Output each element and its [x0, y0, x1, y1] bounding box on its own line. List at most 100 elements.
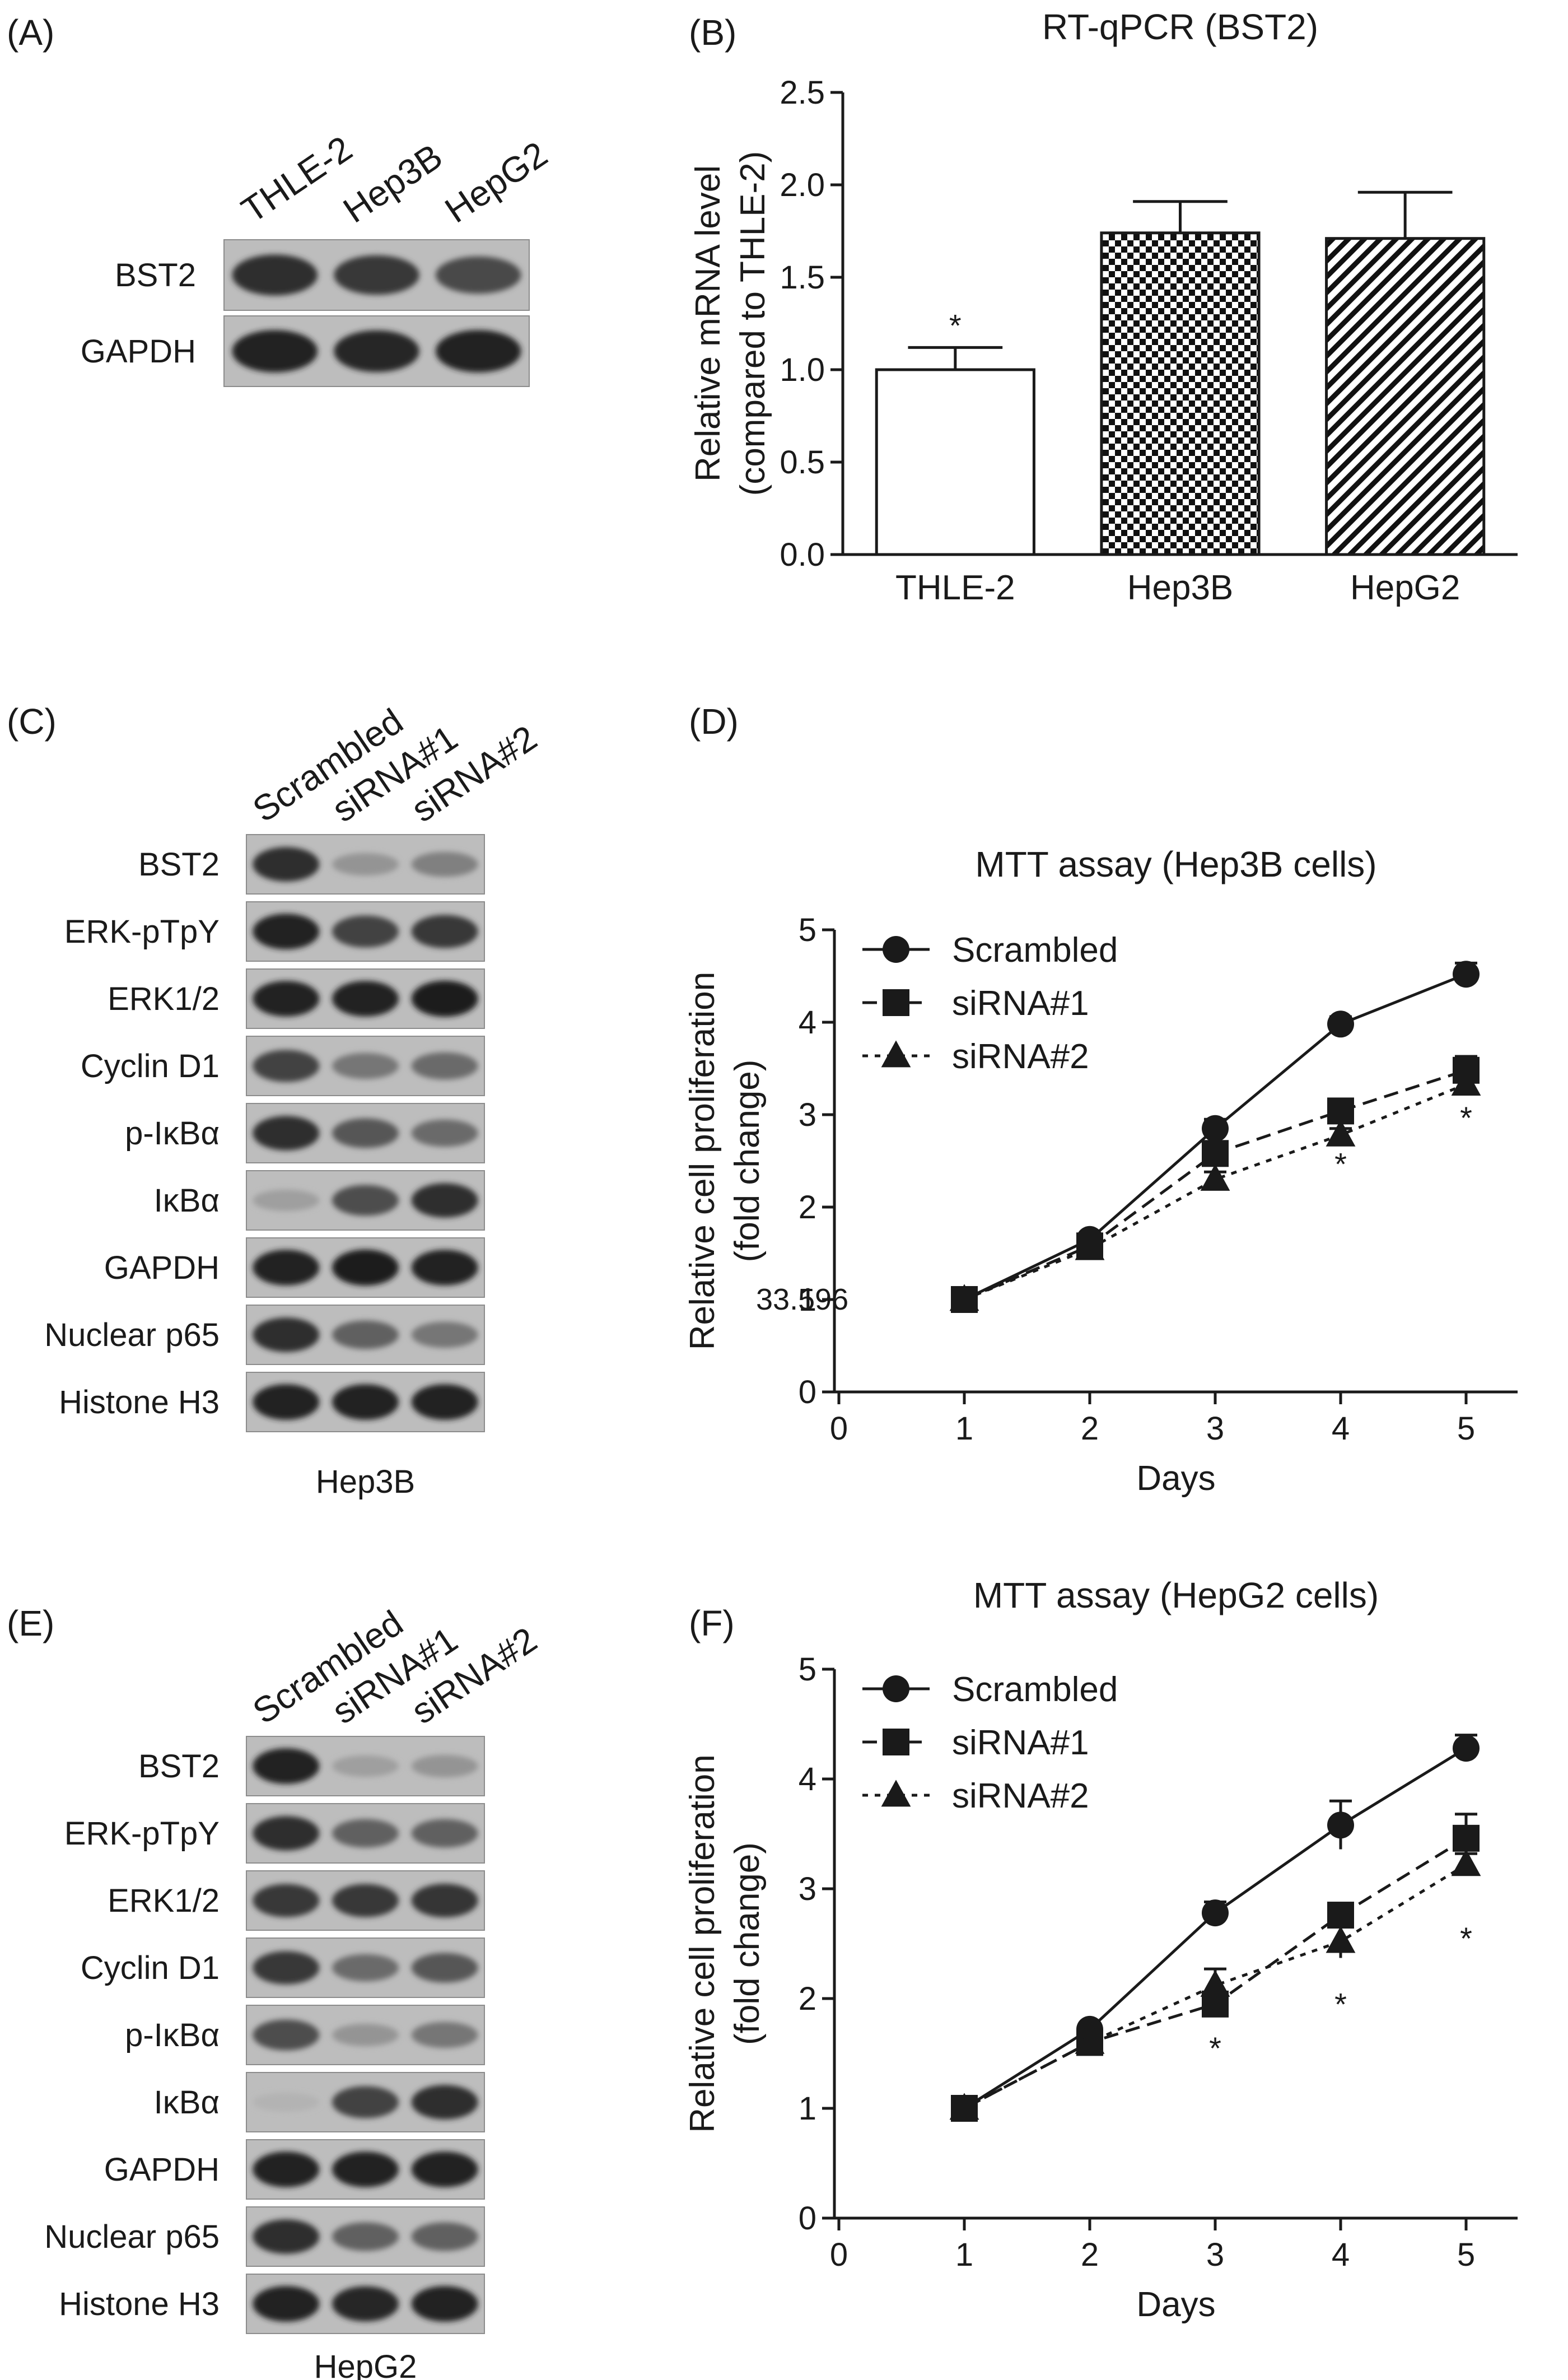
y-tick-label: 3: [799, 1097, 816, 1133]
y-tick-label: 0.0: [780, 537, 825, 573]
blot-band: [253, 1050, 320, 1082]
blot-band: [411, 1052, 478, 1080]
blot-band: [332, 915, 399, 948]
legend-marker: [883, 989, 909, 1016]
y-tick-label: 1: [799, 1282, 816, 1318]
series-line: [964, 1083, 1467, 1301]
blot-band: [332, 2086, 399, 2118]
y-axis-label: Relative mRNA level: [689, 165, 727, 482]
blot-band: [411, 1384, 478, 1420]
data-point: [1453, 961, 1480, 988]
x-tick-label: 0: [830, 2237, 848, 2273]
legend-entry: siRNA#2: [862, 1777, 1089, 1815]
blot-row: IκBα: [154, 1170, 485, 1231]
data-point: [1326, 1926, 1356, 1953]
series-sirna-2: [949, 1068, 1481, 1311]
x-tick-label: HepG2: [1350, 569, 1460, 607]
blot-band: [332, 2151, 399, 2187]
blot-band: [411, 2022, 478, 2048]
blot-band: [253, 2286, 320, 2322]
data-point: [949, 1284, 979, 1311]
blot-band: [435, 330, 521, 372]
bar: [1100, 231, 1261, 556]
blot-label: GAPDH: [81, 333, 196, 370]
blot-panel-c: (C) ScrambledsiRNA#1siRNA#2BST2ERK-pTpYER…: [7, 701, 544, 1500]
panel-letter: (A): [7, 12, 54, 53]
y-axis-label: (fold change): [728, 1060, 767, 1263]
blot-label: Cyclin D1: [81, 1048, 220, 1084]
blot-label: Nuclear p65: [44, 1317, 220, 1353]
blot-row: BST2: [138, 1736, 485, 1796]
blot-band: [253, 1250, 320, 1286]
blot-band: [332, 1384, 399, 1420]
x-tick-label: 3: [1206, 1410, 1224, 1447]
x-tick-label: 1: [955, 2237, 973, 2273]
data-point: [1451, 1068, 1481, 1096]
blot-band: [253, 1748, 320, 1784]
lane-label: THLE-2: [234, 128, 359, 231]
significance-star: *: [1334, 1146, 1347, 1181]
y-axis-label: (fold change): [728, 1842, 767, 2045]
blot-row: Histone H3: [59, 1372, 485, 1432]
legend-marker: [881, 1780, 911, 1807]
blot-row: Histone H3: [59, 2274, 485, 2334]
x-tick-label: 1: [955, 1410, 973, 1447]
blot-band: [232, 330, 318, 372]
blot-row: BST2: [115, 239, 530, 311]
legend-entry: Scrambled: [862, 1670, 1118, 1709]
blot-band: [332, 2222, 399, 2251]
blot-band: [411, 1321, 478, 1348]
blot-band: [411, 1883, 478, 1918]
blot-label: ERK1/2: [108, 981, 220, 1017]
chart-title: MTT assay (HepG2 cells): [973, 1575, 1379, 1615]
x-tick-label: THLE-2: [895, 569, 1015, 607]
legend-entry: siRNA#1: [862, 1724, 1089, 1762]
significance-star: *: [1334, 1986, 1347, 2022]
significance-star: *: [1460, 1921, 1472, 1956]
lane-label: Hep3B: [336, 136, 449, 230]
blot-band: [332, 981, 399, 1017]
y-axis-label: Relative cell proliferation: [683, 972, 722, 1350]
blot-band: [411, 1754, 478, 1778]
blot-band: [232, 254, 318, 296]
y-tick-label: 1: [799, 2090, 816, 2127]
blot-band: [332, 1118, 399, 1148]
blot-band: [411, 2151, 478, 2187]
blot-band: [332, 1249, 399, 1286]
blot-row: ERK1/2: [108, 1870, 485, 1931]
data-point: [949, 2093, 979, 2120]
y-tick-label: 2: [799, 1981, 816, 2017]
legend-marker: [883, 1675, 909, 1702]
chart-title: RT-qPCR (BST2): [1042, 7, 1318, 47]
blot-band: [411, 2222, 478, 2251]
panel-letter: (B): [689, 12, 736, 53]
data-point: [1075, 2027, 1105, 2054]
blot-band: [332, 1755, 399, 1777]
x-tick-label: 3: [1206, 2237, 1224, 2273]
data-point: [1453, 1824, 1480, 1852]
blot-band: [411, 851, 478, 877]
blot-label: BST2: [138, 1748, 220, 1785]
overlay-annotation: 33.596: [756, 1283, 848, 1316]
y-tick-label: 5: [799, 1651, 816, 1688]
blot-row: GAPDH: [104, 1237, 485, 1298]
blot-row: p-IκBα: [125, 1103, 485, 1163]
legend-marker: [881, 1040, 911, 1068]
chart-panel-b: (B) RT-qPCR (BST2) Relative mRNA level (com…: [689, 7, 1518, 607]
blot-band: [332, 1954, 399, 1982]
data-point: [1326, 1119, 1356, 1147]
blot-row: Nuclear p65: [44, 2206, 485, 2267]
legend-entry: Scrambled: [862, 931, 1118, 970]
y-tick-label: 1.0: [780, 352, 825, 388]
blot-band: [411, 915, 478, 948]
bar: [1325, 237, 1486, 556]
blot-band: [253, 1951, 320, 1985]
y-tick-label: 5: [799, 912, 816, 948]
chart-panels: (B) RT-qPCR (BST2) Relative mRNA level (com…: [683, 7, 1518, 2324]
blot-label: GAPDH: [104, 1250, 220, 1286]
x-axis-label: Days: [1136, 1459, 1215, 1498]
blot-row: GAPDH: [104, 2139, 485, 2200]
